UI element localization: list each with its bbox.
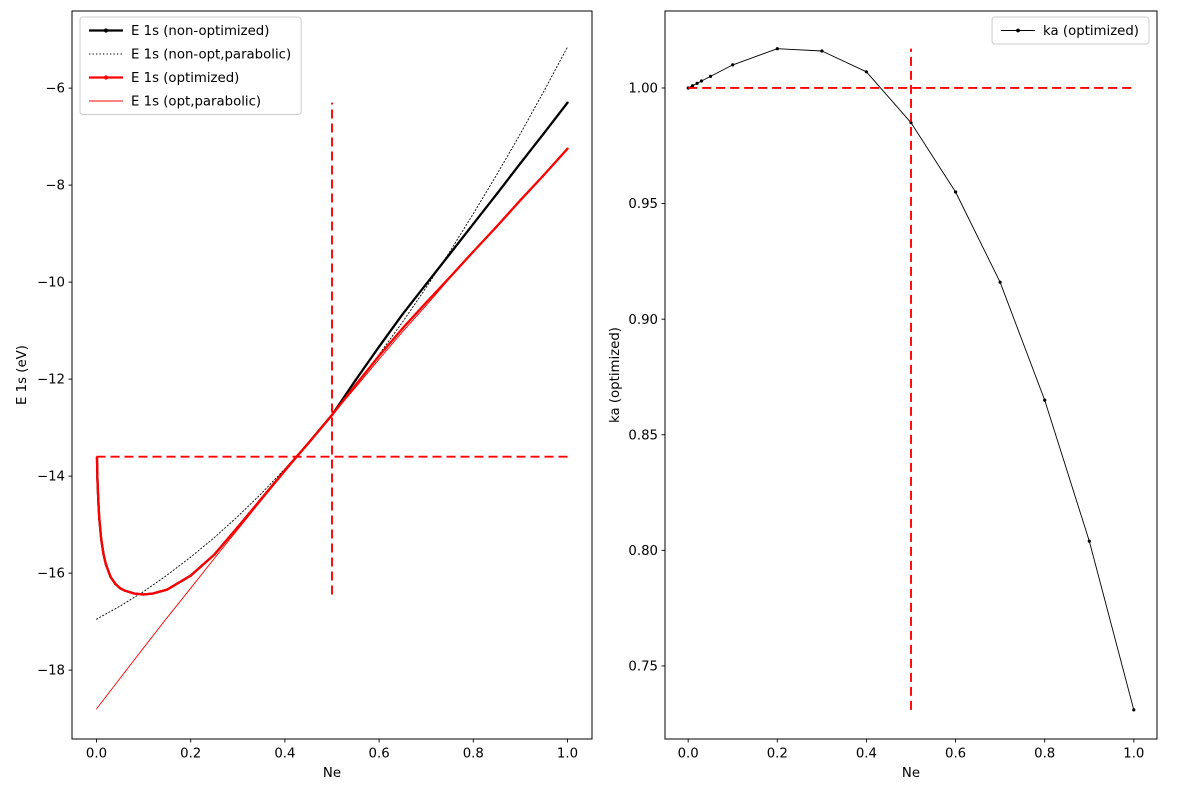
e1s-vs-ne-ytick-label: −14 bbox=[37, 470, 65, 485]
e1s-vs-ne-plot-border bbox=[71, 10, 593, 740]
data-point-marker bbox=[1043, 398, 1047, 402]
ka-vs-ne-xtick-label: 0.4 bbox=[856, 747, 877, 762]
data-point-marker bbox=[519, 162, 522, 165]
data-point-marker bbox=[998, 280, 1002, 284]
e1s-vs-ne-plot: 0.0 0.2 0.4 0.6 0.8 1.0 −6 −8 −10 −12 −14 −16 −18 Ne E… bbox=[15, 10, 593, 781]
e1s-vs-ne-xtick-label: 0.0 bbox=[86, 747, 107, 762]
e1s-vs-ne-ytick-label: −18 bbox=[37, 664, 65, 679]
e1s-vs-ne-legend: E 1s (non-optimized) E 1s (non-opt,parabo… bbox=[79, 16, 302, 115]
data-point-marker bbox=[1087, 539, 1091, 543]
ka-vs-ne-ytick-label: 0.90 bbox=[628, 313, 658, 328]
data-point-marker bbox=[109, 575, 112, 579]
ka-vs-ne-xtick-label: 0.0 bbox=[678, 747, 699, 762]
e1s-vs-ne-ytick-label: −16 bbox=[37, 567, 65, 582]
data-point-marker bbox=[114, 582, 117, 585]
ka-vs-ne-ytick-label: 1.00 bbox=[628, 82, 658, 97]
legend-box bbox=[79, 16, 302, 115]
data-point-marker bbox=[189, 574, 192, 577]
data-point-marker bbox=[954, 190, 958, 194]
data-point-marker bbox=[731, 63, 735, 67]
data-point-marker bbox=[96, 477, 99, 480]
data-point-marker bbox=[377, 354, 381, 357]
data-point-marker bbox=[377, 345, 381, 348]
ka-vs-ne-ytick-label: 0.80 bbox=[628, 544, 658, 559]
e1s-vs-ne-xtick-label: 0.2 bbox=[180, 747, 201, 762]
e1s-vs-ne-xtick-label: 0.6 bbox=[369, 747, 390, 762]
ka-vs-ne-xtick-label: 0.6 bbox=[945, 747, 966, 762]
data-point-marker bbox=[118, 587, 122, 590]
data-point-marker bbox=[542, 132, 546, 135]
legend-entry-label: E 1s (non-optimized) bbox=[131, 24, 269, 39]
ka-vs-ne-ytick-label: 0.85 bbox=[628, 428, 658, 443]
ka-vs-ne-ytick-label: 0.95 bbox=[628, 197, 658, 212]
data-point-marker bbox=[699, 79, 704, 83]
legend-entry-label: E 1s (non-opt,parabolic) bbox=[131, 48, 291, 63]
series-e-1s-opt-parabolic--line bbox=[96, 148, 568, 710]
data-point-marker bbox=[425, 282, 428, 286]
ka-vs-ne-legend: ka (optimized) bbox=[991, 16, 1150, 45]
data-point-marker bbox=[100, 538, 103, 541]
data-point-marker bbox=[401, 312, 404, 316]
data-point-marker bbox=[425, 301, 428, 304]
ka-vs-ne-plot-border bbox=[664, 10, 1158, 740]
data-point-marker bbox=[864, 70, 869, 74]
data-point-marker bbox=[151, 592, 155, 595]
data-point-marker bbox=[775, 47, 779, 51]
legend-entry-label: E 1s (opt,parabolic) bbox=[131, 95, 261, 110]
ka-vs-ne-xtick-label: 0.2 bbox=[767, 747, 788, 762]
legend-entry-label: E 1s (optimized) bbox=[131, 71, 239, 86]
data-point-marker bbox=[354, 383, 357, 387]
e1s-vs-ne-ytick-label: −8 bbox=[45, 179, 65, 194]
ka-vs-ne-xaxis-label: Ne bbox=[902, 766, 920, 781]
data-point-marker bbox=[695, 81, 699, 85]
data-point-marker bbox=[97, 501, 100, 504]
data-point-marker bbox=[236, 525, 239, 529]
data-point-marker bbox=[708, 74, 713, 78]
data-point-marker bbox=[448, 252, 451, 256]
data-point-marker bbox=[691, 84, 695, 88]
data-point-marker bbox=[401, 327, 404, 330]
legend-sample-marker bbox=[103, 75, 109, 80]
e1s-vs-ne-xaxis-label: Ne bbox=[323, 766, 341, 781]
legend-sample-marker bbox=[1016, 28, 1020, 33]
data-point-marker bbox=[909, 121, 913, 125]
data-point-marker bbox=[133, 592, 136, 595]
e1s-vs-ne-xtick-label: 1.0 bbox=[557, 747, 578, 762]
e1s-vs-ne-ytick-label: −12 bbox=[37, 373, 65, 388]
data-point-marker bbox=[820, 49, 824, 53]
data-point-marker bbox=[142, 593, 145, 596]
data-point-marker bbox=[566, 101, 569, 104]
legend-box bbox=[991, 16, 1150, 45]
data-point-marker bbox=[213, 553, 216, 556]
data-point-marker bbox=[123, 589, 126, 592]
data-point-marker bbox=[1132, 708, 1136, 712]
data-point-marker bbox=[98, 517, 101, 520]
ka-vs-ne-xtick-label: 1.0 bbox=[1123, 747, 1144, 762]
ka-vs-ne-plot: 0.0 0.2 0.4 0.6 0.8 1.0 1.00 0.95 0.90 0.85 0.80 0.… bbox=[608, 10, 1158, 781]
e1s-vs-ne-ytick-label: −10 bbox=[37, 276, 65, 291]
ka-vs-ne-xtick-label: 0.8 bbox=[1034, 747, 1055, 762]
data-point-marker bbox=[104, 563, 108, 566]
data-point-marker bbox=[495, 192, 499, 195]
series-e-1s-optimized--line bbox=[95, 147, 569, 596]
ka-vs-ne-ytick-label: 0.75 bbox=[628, 660, 658, 675]
legend-sample-marker bbox=[103, 28, 109, 33]
data-point-marker bbox=[354, 378, 357, 382]
data-point-marker bbox=[472, 222, 475, 226]
e1s-vs-ne-xtick-label: 0.4 bbox=[274, 747, 295, 762]
legend-entry-label: ka (optimized) bbox=[1043, 24, 1139, 39]
e1s-vs-ne-yaxis-label: E 1s (eV) bbox=[15, 345, 30, 405]
ka-vs-ne-yaxis-label: ka (optimized) bbox=[608, 327, 623, 423]
e1s-vs-ne-ytick-label: −6 bbox=[45, 82, 65, 97]
data-point-marker bbox=[102, 553, 105, 556]
e1s-vs-ne-xtick-label: 0.8 bbox=[463, 747, 484, 762]
data-point-marker bbox=[165, 588, 169, 591]
